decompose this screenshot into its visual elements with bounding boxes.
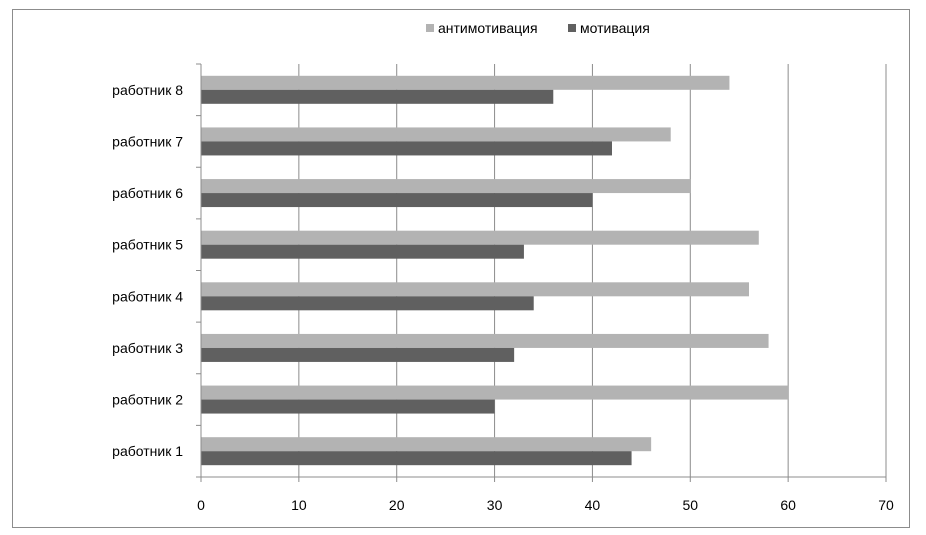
bar-antimotivation: [201, 385, 789, 400]
legend-label: антимотивация: [438, 20, 538, 36]
bar-antimotivation: [201, 179, 691, 194]
x-tick-label: 40: [585, 497, 601, 513]
category-label: работник 3: [112, 340, 183, 356]
bar-antimotivation: [201, 127, 671, 142]
bar-antimotivation: [201, 230, 759, 245]
x-tick-label: 10: [291, 497, 307, 513]
legend-swatch: [426, 24, 434, 32]
category-label: работник 2: [112, 392, 183, 408]
bar-antimotivation: [201, 437, 652, 452]
bar-motivation: [201, 399, 495, 414]
legend-label: мотивация: [580, 20, 650, 36]
grid-lines: [298, 64, 887, 477]
bar-motivation: [201, 141, 612, 156]
bar-motivation: [201, 193, 593, 208]
x-tick-label: 0: [197, 497, 205, 513]
category-label: работник 8: [112, 82, 183, 98]
bar-motivation: [201, 347, 515, 362]
bar-antimotivation: [201, 333, 769, 348]
legend-swatch: [568, 24, 576, 32]
bar-motivation: [201, 89, 554, 104]
category-label: работник 6: [112, 185, 183, 201]
x-tick-label: 30: [487, 497, 503, 513]
x-tick-labels: 0 10 20 30 40 50 60 70: [197, 497, 894, 513]
category-label: работник 5: [112, 237, 183, 253]
x-tick-label: 50: [682, 497, 698, 513]
category-label: работник 7: [112, 133, 183, 149]
bar-antimotivation: [201, 75, 730, 90]
axes: [196, 63, 887, 482]
bar-motivation: [201, 244, 524, 259]
bars: [201, 75, 789, 466]
x-tick-label: 60: [780, 497, 796, 513]
bar-motivation: [201, 296, 534, 311]
bar-antimotivation: [201, 282, 749, 297]
bar-motivation: [201, 451, 632, 466]
legend: антимотивация мотивация: [426, 20, 650, 36]
category-label: работник 1: [112, 443, 183, 459]
category-labels: работник 1 работник 2 работник 3 работник 4…: [112, 82, 183, 459]
x-tick-label: 20: [389, 497, 405, 513]
x-tick-label: 70: [878, 497, 894, 513]
category-label: работник 4: [112, 288, 183, 304]
